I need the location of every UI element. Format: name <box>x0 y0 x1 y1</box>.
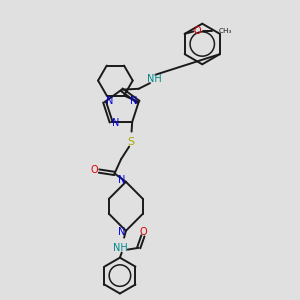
Text: NH: NH <box>113 243 128 253</box>
Text: S: S <box>127 137 134 147</box>
Text: N: N <box>118 175 125 185</box>
Text: N: N <box>118 227 125 237</box>
Text: CH₃: CH₃ <box>219 28 232 34</box>
Text: N: N <box>130 97 138 106</box>
Text: O: O <box>91 166 98 176</box>
Text: N: N <box>112 118 120 128</box>
Text: N: N <box>106 97 113 106</box>
Text: O: O <box>194 26 201 36</box>
Text: NH: NH <box>146 74 161 84</box>
Text: O: O <box>140 227 147 237</box>
